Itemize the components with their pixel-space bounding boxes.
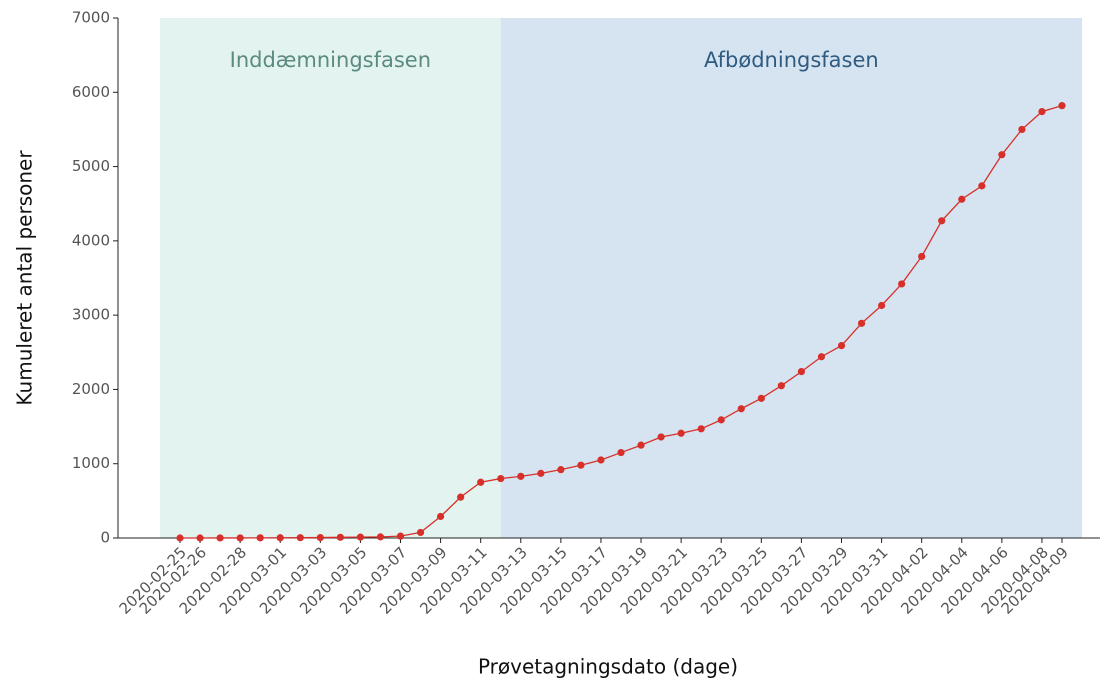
data-point <box>236 534 244 542</box>
y-tick-label: 5000 <box>72 157 110 175</box>
data-point <box>757 394 765 402</box>
data-point <box>436 512 445 521</box>
data-point <box>697 425 705 433</box>
phase-region <box>159 18 501 538</box>
data-point <box>196 534 204 542</box>
phase-region <box>500 18 1083 538</box>
data-point <box>657 433 665 441</box>
data-point <box>1058 102 1066 110</box>
y-tick-label: 6000 <box>72 83 110 101</box>
data-point <box>617 448 625 457</box>
phase-label: Afbødningsfasen <box>704 48 879 72</box>
data-point <box>877 301 886 310</box>
data-point <box>577 461 585 469</box>
data-point <box>1038 108 1046 116</box>
data-point <box>457 493 465 501</box>
data-point <box>316 533 324 542</box>
data-point <box>918 252 926 261</box>
data-point <box>737 405 745 413</box>
y-tick-label: 2000 <box>72 380 110 398</box>
data-point <box>497 474 505 483</box>
data-point <box>677 429 685 437</box>
data-point <box>958 195 966 203</box>
data-point <box>978 182 986 190</box>
data-point <box>176 534 184 542</box>
data-point <box>1018 125 1026 134</box>
phase-label: Inddæmningsfasen <box>230 48 431 72</box>
data-point <box>477 478 485 486</box>
data-point <box>256 534 264 542</box>
data-point <box>998 151 1006 159</box>
data-point <box>817 353 826 361</box>
data-point <box>376 533 385 541</box>
y-axis-title: Kumuleret antal personer <box>13 150 37 406</box>
data-point <box>597 456 605 464</box>
x-axis-title: Prøvetagningsdato (dage) <box>478 655 738 679</box>
data-point <box>898 280 906 288</box>
data-point <box>296 534 304 542</box>
data-point <box>416 528 425 537</box>
data-point <box>837 342 846 350</box>
y-tick-label: 0 <box>100 529 110 547</box>
data-point <box>797 368 806 376</box>
data-point <box>356 533 365 541</box>
data-point <box>396 532 405 540</box>
data-point <box>336 533 344 541</box>
data-point <box>216 534 224 542</box>
data-point <box>777 382 785 390</box>
y-tick-label: 3000 <box>72 306 110 324</box>
data-point <box>717 416 725 424</box>
data-point <box>537 469 545 477</box>
data-point <box>276 534 284 542</box>
data-point <box>557 466 565 474</box>
data-point <box>637 441 645 449</box>
data-point <box>517 472 525 480</box>
data-point <box>857 319 866 327</box>
data-point <box>938 217 946 225</box>
y-tick-label: 4000 <box>72 231 110 249</box>
y-tick-label: 1000 <box>72 454 110 472</box>
y-tick-label: 7000 <box>72 9 110 27</box>
